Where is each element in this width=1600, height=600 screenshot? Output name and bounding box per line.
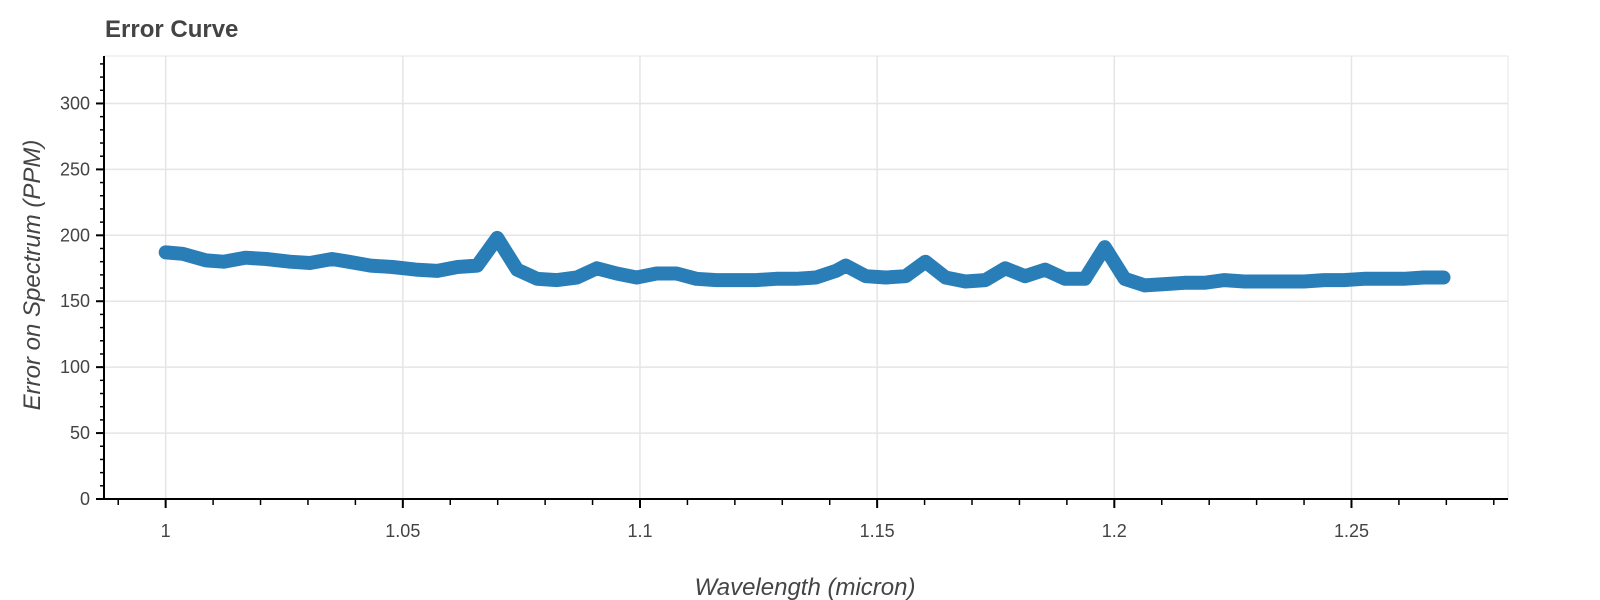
series-layer: [158, 230, 1451, 293]
x-tick-label: 1.15: [860, 521, 895, 541]
y-tick-label: 100: [60, 357, 90, 377]
y-tick-label: 50: [70, 423, 90, 443]
x-tick-label: 1.25: [1334, 521, 1369, 541]
series-line: [158, 230, 1451, 293]
y-tick-label: 200: [60, 225, 90, 245]
y-tick-label: 0: [80, 489, 90, 509]
y-tick-label: 300: [60, 93, 90, 113]
x-axis-label: Wavelength (micron): [695, 574, 916, 600]
x-tick-label: 1.1: [627, 521, 652, 541]
x-tick-label: 1.05: [385, 521, 420, 541]
x-tick-label: 1: [161, 521, 171, 541]
chart-title: Error Curve: [105, 16, 239, 43]
y-axis: 0 50 100 150 200 250 300: [60, 56, 105, 509]
y-tick-label: 250: [60, 159, 90, 179]
x-tick-label: 1.2: [1102, 521, 1127, 541]
y-tick-label: 150: [60, 291, 90, 311]
y-axis-label: Error on Spectrum (PPM): [19, 140, 46, 411]
x-axis: 1 1.05 1.1 1.15 1.2 1.25: [103, 498, 1508, 541]
